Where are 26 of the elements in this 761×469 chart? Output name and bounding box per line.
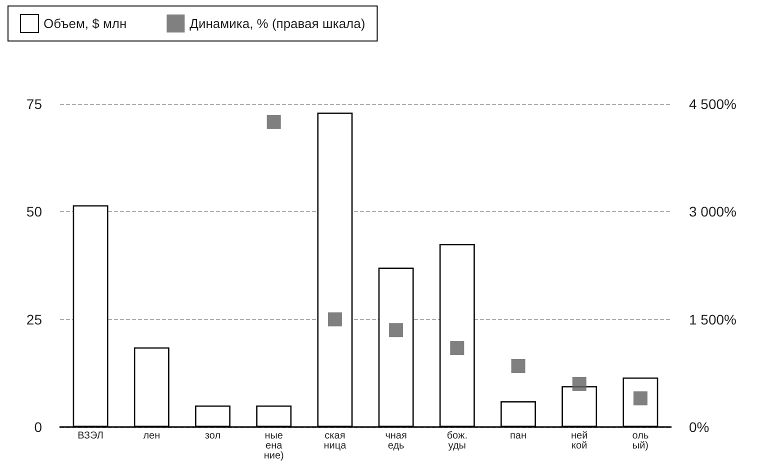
y2-tick-label: 4 500%	[689, 96, 736, 112]
x-tick-label: ные ена ние)	[264, 430, 284, 462]
x-tick-label: бож. уды	[446, 430, 468, 452]
legend-label: Динамика, % (правая шкала)	[190, 16, 366, 31]
y-tick-label: 50	[26, 204, 42, 220]
point	[511, 358, 526, 373]
x-tick-label: ская ница	[324, 430, 347, 452]
point	[572, 376, 586, 391]
x-tick-label: чная едь	[385, 430, 407, 452]
y2-tick-label: 0%	[689, 419, 710, 435]
point	[328, 312, 342, 326]
y-tick-label: 25	[26, 311, 42, 328]
point	[389, 323, 404, 338]
x-tick-label: зол	[204, 430, 221, 442]
y2-tick-label: 3 000%	[689, 204, 736, 220]
legend-label: Объем, $ млн	[44, 16, 127, 31]
y2-tick-label: 1 500%	[689, 311, 736, 328]
x-tick-label: лен	[143, 430, 160, 442]
y-tick-label: 75	[26, 96, 42, 112]
point	[450, 341, 464, 356]
x-tick-label: пан	[510, 430, 526, 442]
y-tick-label: 0	[34, 419, 42, 435]
x-tick-label: ней кой	[571, 430, 588, 452]
x-tick-label: ВЗЭЛ	[78, 430, 104, 442]
x-tick-label: оль ый)	[632, 430, 649, 452]
point	[266, 114, 281, 129]
